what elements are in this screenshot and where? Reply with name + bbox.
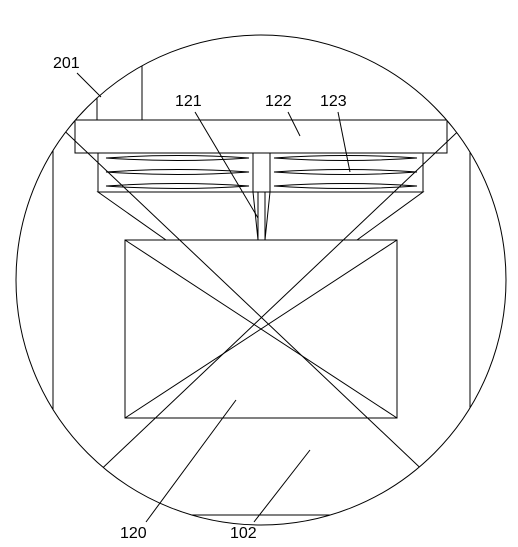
funnel-right <box>265 192 423 240</box>
coil-lens <box>106 184 249 189</box>
label-l201: 201 <box>53 55 80 72</box>
leader-l121 <box>195 112 258 218</box>
boundary-circle <box>16 35 506 525</box>
label-l122: 122 <box>265 93 292 110</box>
label-l121: 121 <box>175 93 202 110</box>
label-l120: 120 <box>120 525 147 542</box>
top-panel <box>75 120 447 153</box>
leader-l102 <box>254 450 310 522</box>
leader-l123 <box>338 112 350 172</box>
label-l102: 102 <box>230 525 257 542</box>
coil-lens <box>106 170 249 175</box>
center-divider <box>253 153 270 192</box>
diagram-svg: 201 121 122 123 120 102 <box>0 0 518 547</box>
coil-lens <box>274 156 417 161</box>
coil-lens <box>106 156 249 161</box>
coil-lens <box>274 170 417 175</box>
coil-box <box>98 153 423 192</box>
center-stem <box>258 192 265 240</box>
label-l123: 123 <box>320 93 347 110</box>
leader-l122 <box>288 112 300 136</box>
leader-l201 <box>77 73 101 97</box>
coil-lens <box>274 184 417 189</box>
top-notch <box>97 50 142 120</box>
funnel-left <box>98 192 258 240</box>
